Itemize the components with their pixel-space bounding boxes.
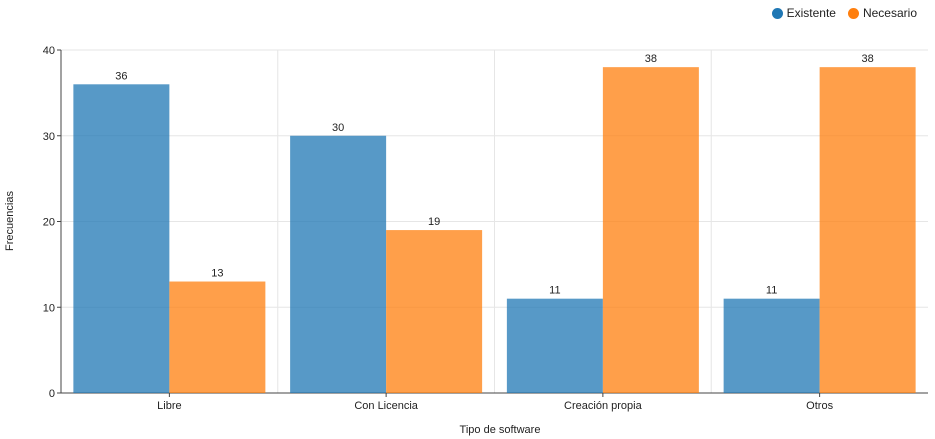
bar-value-label: 38: [645, 53, 657, 65]
legend-dot-existente-icon: [771, 7, 783, 19]
y-tick-label: 20: [43, 217, 55, 229]
legend-item-existente[interactable]: Existente: [771, 6, 836, 20]
bar-existente: [290, 135, 387, 393]
x-axis-label: Tipo de software: [459, 424, 541, 436]
bar-necesario: [386, 230, 483, 393]
bar-value-label: 30: [332, 122, 344, 134]
y-tick-label: 10: [43, 302, 55, 314]
legend-label-existente: Existente: [786, 6, 836, 20]
legend-dot-necesario-icon: [847, 7, 859, 19]
x-tick-label: Con Licencia: [354, 400, 418, 412]
x-tick-label: Libre: [157, 400, 181, 412]
y-tick-label: 30: [43, 131, 55, 143]
legend-item-necesario[interactable]: Necesario: [847, 6, 917, 20]
bar-value-label: 11: [549, 285, 560, 297]
legend: Existente Necesario: [760, 6, 917, 20]
y-tick-label: 0: [49, 388, 55, 400]
legend-label-necesario: Necesario: [862, 6, 917, 20]
bar-value-label: 19: [428, 216, 440, 228]
bar-value-label: 11: [766, 285, 777, 297]
bar-value-label: 36: [115, 70, 127, 82]
x-tick-label: Otros: [806, 400, 833, 412]
bar-value-label: 13: [211, 268, 223, 280]
y-tick-label: 40: [43, 45, 55, 57]
bar-existente: [723, 298, 820, 393]
x-tick-label: Creación propia: [564, 400, 643, 412]
bar-existente: [73, 84, 170, 394]
bar-existente: [506, 298, 603, 393]
bar-value-label: 38: [862, 53, 874, 65]
bar-necesario: [819, 67, 916, 394]
bar-necesario: [602, 67, 699, 394]
bar-necesario: [169, 281, 266, 393]
